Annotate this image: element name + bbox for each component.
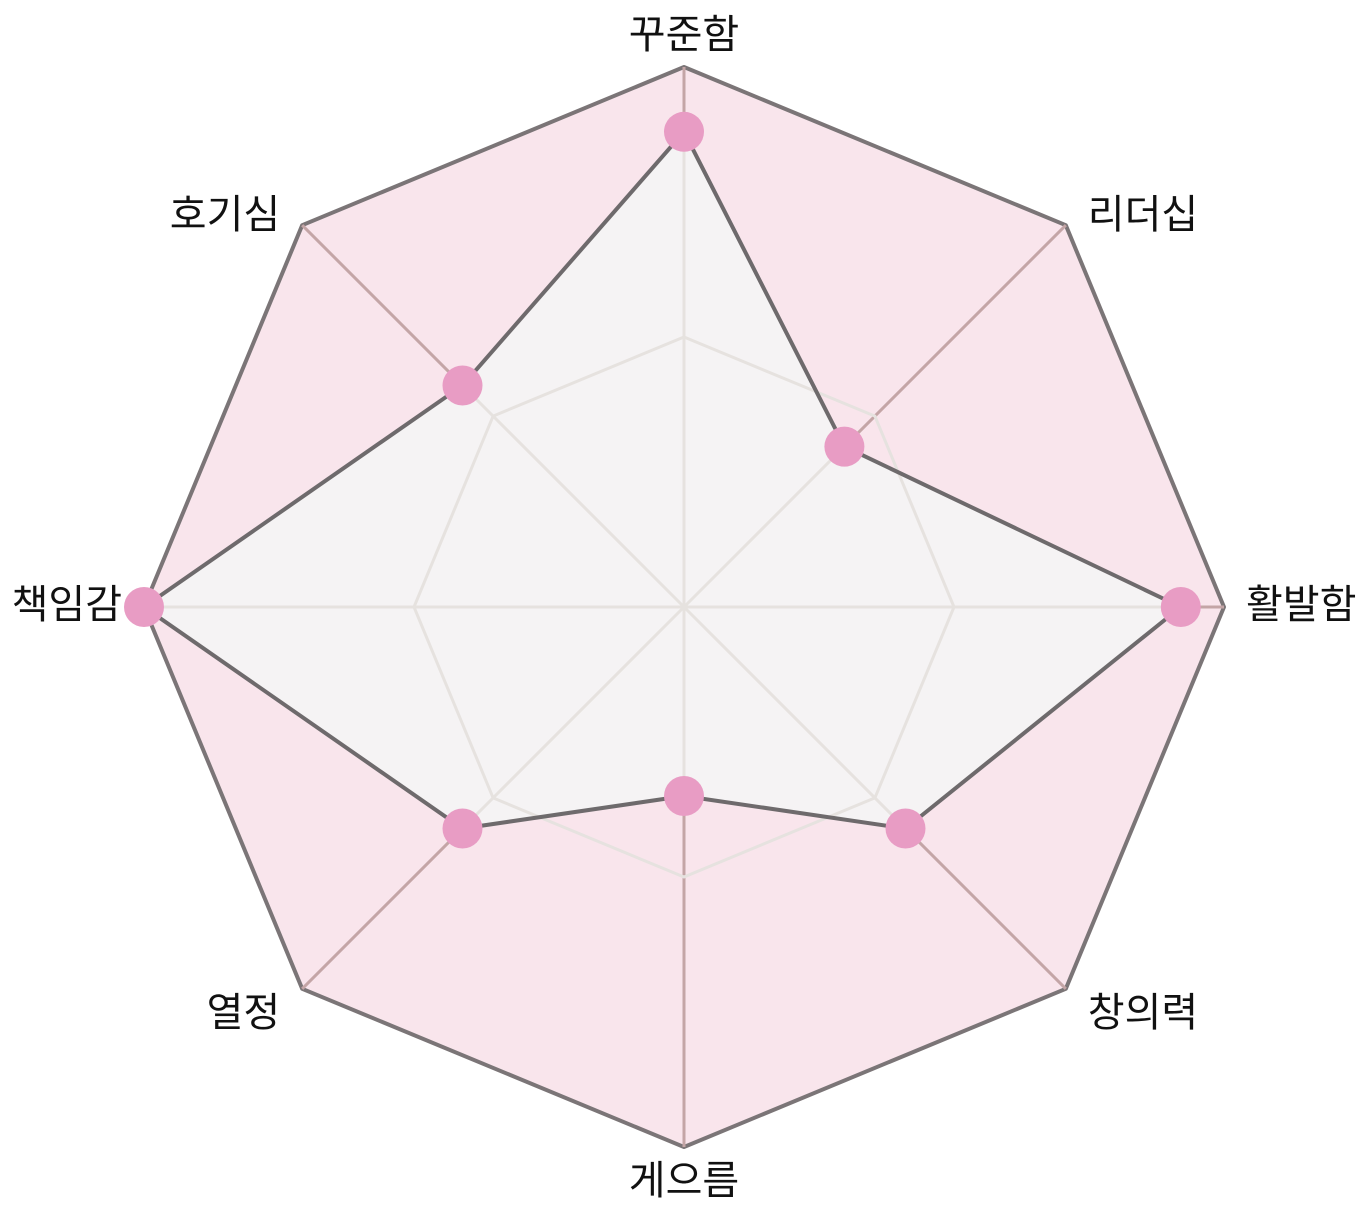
axis-label: 게으름 xyxy=(629,1158,739,1204)
axis-label: 리더십 xyxy=(1088,192,1198,238)
axis-label: 꾸준함 xyxy=(629,12,739,58)
axis-label: 호기심 xyxy=(170,192,280,238)
data-point xyxy=(124,587,164,627)
axis-label: 열정 xyxy=(207,990,281,1036)
data-point xyxy=(664,776,704,816)
data-point xyxy=(442,365,483,406)
data-points xyxy=(124,111,1201,849)
inner-grid-ring xyxy=(412,335,956,879)
axis-label: 활발함 xyxy=(1246,582,1356,628)
spoke-inner xyxy=(682,605,907,830)
data-point xyxy=(885,808,926,849)
data-point xyxy=(442,808,483,849)
spoke-inner xyxy=(461,605,686,830)
data-point xyxy=(664,111,704,152)
data-area xyxy=(144,131,1181,829)
spoke-inner xyxy=(461,384,686,609)
axis-label: 책임감 xyxy=(12,582,122,628)
data-point xyxy=(824,426,865,467)
axis-label: 창의력 xyxy=(1088,990,1198,1036)
data-point xyxy=(1160,587,1201,627)
spoke-inner xyxy=(682,445,846,609)
